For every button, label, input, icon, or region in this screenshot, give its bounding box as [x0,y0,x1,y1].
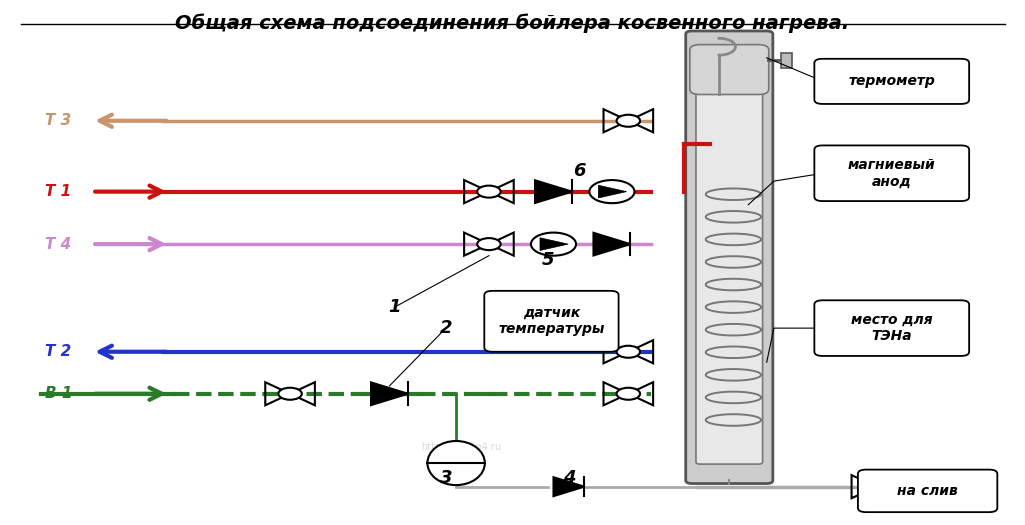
Text: на слив: на слив [897,484,958,498]
Text: 6: 6 [573,162,585,180]
Circle shape [478,186,500,197]
Circle shape [279,388,301,400]
Polygon shape [554,477,584,496]
FancyBboxPatch shape [690,45,769,94]
FancyBboxPatch shape [686,31,773,484]
Polygon shape [371,382,408,405]
Circle shape [589,180,634,203]
Text: термометр: термометр [849,75,935,88]
Circle shape [617,346,640,358]
Text: 3: 3 [440,469,452,487]
Circle shape [617,115,640,127]
FancyBboxPatch shape [814,59,970,104]
Polygon shape [540,238,568,250]
Circle shape [617,388,640,400]
Text: Т 2: Т 2 [45,344,72,359]
Text: В 1: В 1 [45,386,73,401]
Text: 5: 5 [542,251,555,269]
FancyBboxPatch shape [781,53,792,68]
Ellipse shape [427,441,485,485]
FancyBboxPatch shape [814,300,970,356]
FancyBboxPatch shape [696,61,763,464]
Text: 1: 1 [388,298,401,316]
Text: место для
ТЭНа: место для ТЭНа [851,313,933,343]
Polygon shape [599,185,626,198]
Text: http://1001p4.ru: http://1001p4.ru [421,442,501,453]
Circle shape [865,481,888,492]
FancyBboxPatch shape [858,469,997,512]
Text: Т 3: Т 3 [45,113,72,128]
Text: Т 4: Т 4 [45,237,72,251]
Text: Т 1: Т 1 [45,184,72,199]
Circle shape [478,238,500,250]
Polygon shape [593,233,630,256]
Text: Общая схема подсоединения бойлера косвенного нагрева.: Общая схема подсоединения бойлера косвен… [175,13,850,33]
Text: 2: 2 [440,319,452,337]
FancyBboxPatch shape [814,145,970,201]
Text: 4: 4 [563,469,575,487]
Text: магниевый
анод: магниевый анод [848,158,936,188]
FancyBboxPatch shape [485,291,619,352]
Circle shape [531,233,576,256]
Text: датчик
температуры: датчик температуры [498,306,605,337]
Polygon shape [535,180,572,203]
